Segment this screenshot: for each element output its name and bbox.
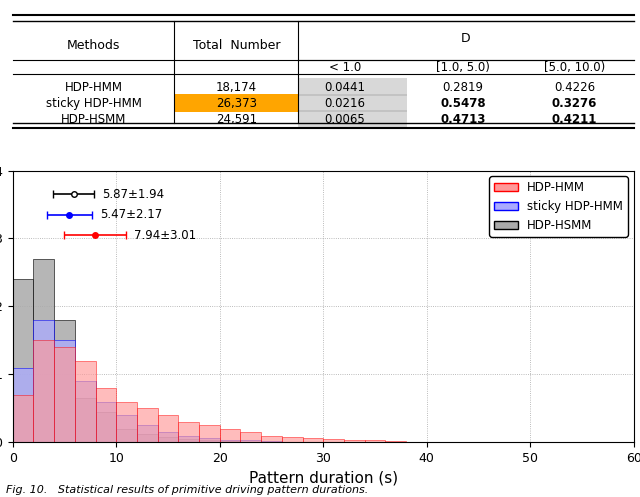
Text: < 1.0: < 1.0 bbox=[329, 61, 361, 74]
Bar bbox=[54, 347, 75, 442]
Text: 24,591: 24,591 bbox=[216, 113, 257, 126]
Bar bbox=[298, 94, 407, 112]
Text: 0.4226: 0.4226 bbox=[554, 81, 595, 94]
Bar bbox=[199, 438, 220, 442]
X-axis label: Pattern duration (s): Pattern duration (s) bbox=[248, 471, 398, 486]
Bar bbox=[33, 340, 54, 442]
Bar bbox=[13, 368, 33, 442]
Bar bbox=[137, 425, 157, 442]
Bar bbox=[157, 432, 179, 442]
Bar bbox=[199, 440, 220, 442]
Bar bbox=[385, 441, 406, 442]
Text: 0.0065: 0.0065 bbox=[324, 113, 365, 126]
Text: 7.94±3.01: 7.94±3.01 bbox=[134, 229, 196, 242]
Bar bbox=[54, 340, 75, 442]
Text: sticky HDP-HMM: sticky HDP-HMM bbox=[45, 97, 141, 110]
Text: [1.0, 5.0): [1.0, 5.0) bbox=[436, 61, 490, 74]
Bar bbox=[241, 432, 261, 442]
Text: 0.0441: 0.0441 bbox=[324, 81, 365, 94]
Bar bbox=[75, 398, 95, 442]
Bar bbox=[323, 439, 344, 442]
Bar bbox=[33, 259, 54, 442]
Text: [5.0, 10.0): [5.0, 10.0) bbox=[544, 61, 605, 74]
Text: D: D bbox=[461, 32, 471, 45]
Bar bbox=[95, 388, 116, 442]
Text: HDP-HSMM: HDP-HSMM bbox=[61, 113, 126, 126]
Bar bbox=[303, 438, 323, 442]
Text: 5.87±1.94: 5.87±1.94 bbox=[102, 188, 164, 201]
Bar bbox=[179, 439, 199, 442]
Bar bbox=[75, 361, 95, 442]
Text: 0.5478: 0.5478 bbox=[440, 97, 486, 110]
Bar bbox=[174, 94, 298, 112]
Bar bbox=[116, 402, 137, 442]
Text: 18,174: 18,174 bbox=[216, 81, 257, 94]
Text: Total  Number: Total Number bbox=[193, 39, 280, 52]
Bar bbox=[13, 395, 33, 442]
Bar bbox=[157, 437, 179, 442]
Text: Methods: Methods bbox=[67, 39, 120, 52]
Bar bbox=[344, 440, 365, 442]
Bar bbox=[199, 425, 220, 442]
Text: 0.4713: 0.4713 bbox=[440, 113, 486, 126]
Bar bbox=[116, 415, 137, 442]
Bar bbox=[95, 412, 116, 442]
Bar bbox=[179, 435, 199, 442]
Bar bbox=[13, 279, 33, 442]
Bar bbox=[179, 422, 199, 442]
Bar bbox=[298, 79, 407, 96]
Bar bbox=[54, 320, 75, 442]
Bar bbox=[241, 440, 261, 442]
Bar bbox=[95, 402, 116, 442]
Bar bbox=[157, 415, 179, 442]
Bar bbox=[137, 409, 157, 442]
Text: 26,373: 26,373 bbox=[216, 97, 257, 110]
Bar bbox=[220, 440, 241, 442]
Text: HDP-HMM: HDP-HMM bbox=[65, 81, 122, 94]
Bar bbox=[137, 434, 157, 442]
Text: 0.0216: 0.0216 bbox=[324, 97, 365, 110]
Bar bbox=[261, 441, 282, 442]
Bar bbox=[298, 110, 407, 128]
Bar bbox=[220, 441, 241, 442]
Text: 0.3276: 0.3276 bbox=[552, 97, 597, 110]
Bar bbox=[261, 435, 282, 442]
Bar bbox=[365, 440, 385, 442]
Bar bbox=[116, 429, 137, 442]
Bar bbox=[33, 320, 54, 442]
Text: 0.4211: 0.4211 bbox=[552, 113, 597, 126]
Legend: HDP-HMM, sticky HDP-HMM, HDP-HSMM: HDP-HMM, sticky HDP-HMM, HDP-HSMM bbox=[490, 176, 628, 237]
Bar bbox=[75, 381, 95, 442]
Text: Fig. 10.   Statistical results of primitive driving pattern durations.: Fig. 10. Statistical results of primitiv… bbox=[6, 485, 369, 495]
Text: 0.2819: 0.2819 bbox=[442, 81, 483, 94]
Text: 5.47±2.17: 5.47±2.17 bbox=[100, 208, 163, 221]
Bar bbox=[282, 437, 303, 442]
Bar bbox=[220, 429, 241, 442]
